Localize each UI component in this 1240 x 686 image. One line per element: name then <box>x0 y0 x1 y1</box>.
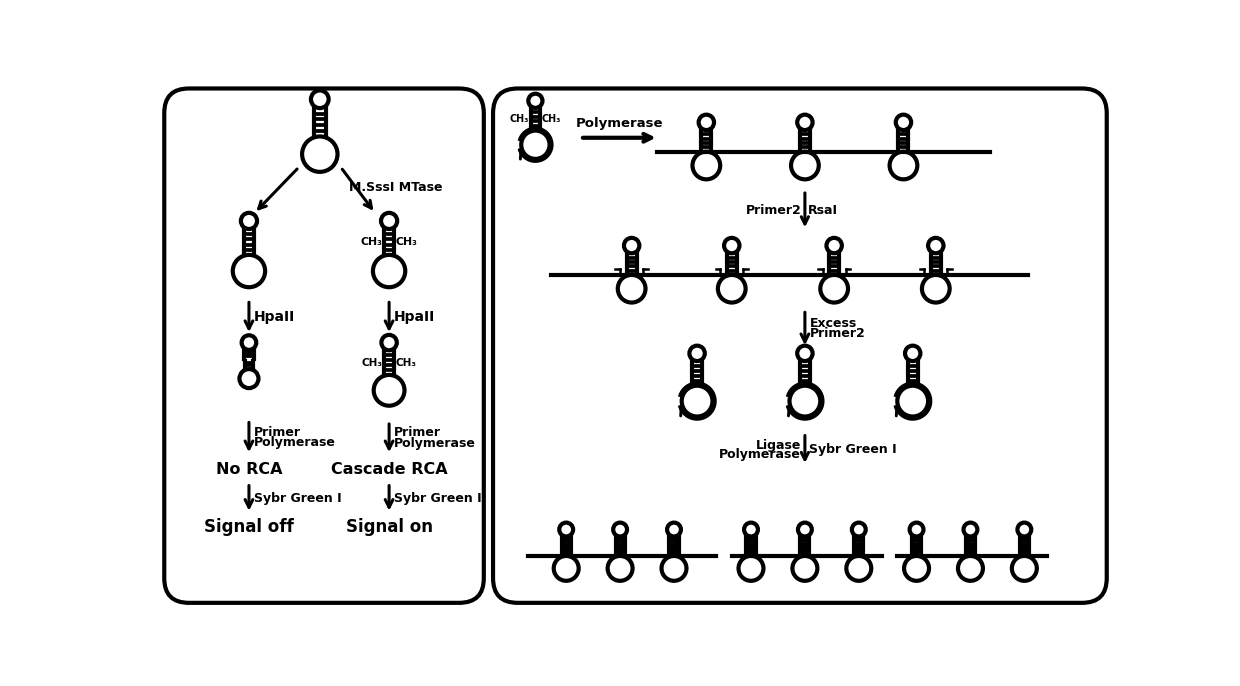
Text: Primer: Primer <box>253 425 300 438</box>
Text: No RCA: No RCA <box>216 462 283 477</box>
Text: Signal on: Signal on <box>346 519 433 536</box>
Text: Polymerase: Polymerase <box>253 436 336 449</box>
Text: Excess: Excess <box>810 317 857 330</box>
Text: HpaII: HpaII <box>394 310 435 324</box>
Text: Polymerase: Polymerase <box>719 448 801 461</box>
FancyBboxPatch shape <box>494 88 1107 603</box>
Text: Primer2: Primer2 <box>810 327 866 340</box>
Text: Primer: Primer <box>394 427 440 439</box>
Text: CH₃: CH₃ <box>542 114 560 124</box>
Text: Sybr Green I: Sybr Green I <box>253 492 341 505</box>
Text: RsaI: RsaI <box>808 204 838 217</box>
Text: CH₃: CH₃ <box>396 237 418 247</box>
Text: Primer2: Primer2 <box>746 204 802 217</box>
Text: Sybr Green I: Sybr Green I <box>808 443 897 456</box>
Text: Sybr Green I: Sybr Green I <box>394 492 481 505</box>
FancyBboxPatch shape <box>164 88 484 603</box>
Text: Polymerase: Polymerase <box>575 117 663 130</box>
Text: CH₃: CH₃ <box>396 357 417 368</box>
Text: HpaII: HpaII <box>253 310 295 324</box>
Text: CH₃: CH₃ <box>361 237 382 247</box>
Text: Ligase: Ligase <box>755 439 801 452</box>
Text: Polymerase: Polymerase <box>394 437 476 450</box>
Text: CH₃: CH₃ <box>362 357 383 368</box>
Text: Cascade RCA: Cascade RCA <box>331 462 448 477</box>
Text: M.SssI MTase: M.SssI MTase <box>350 180 443 193</box>
Text: CH₃: CH₃ <box>510 114 529 124</box>
Text: Signal off: Signal off <box>205 519 294 536</box>
